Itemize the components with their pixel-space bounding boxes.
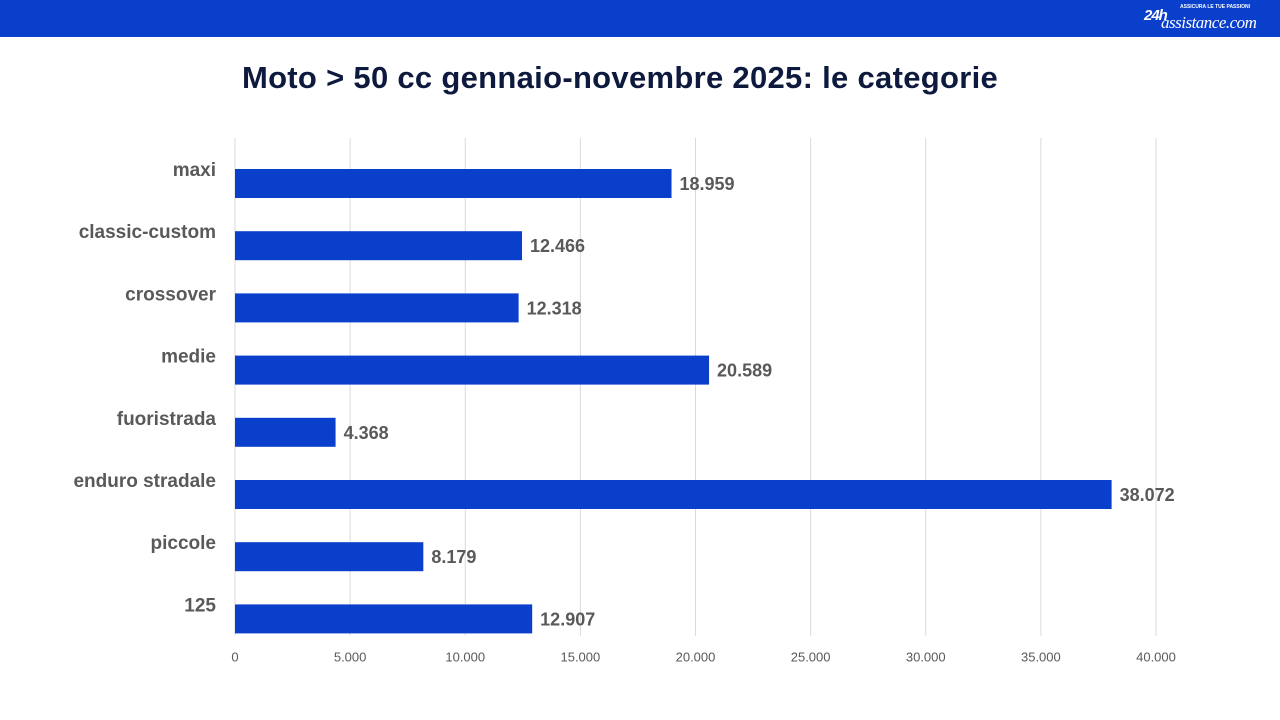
data-label: 18.959 — [680, 174, 735, 194]
category-label: fuoristrada — [117, 409, 217, 430]
category-label: piccole — [151, 533, 216, 554]
x-tick-label: 25.000 — [791, 650, 831, 665]
data-label: 4.368 — [344, 423, 389, 443]
bar — [235, 604, 533, 634]
bar — [235, 355, 710, 385]
x-tick-label: 20.000 — [676, 650, 716, 665]
data-label: 12.907 — [540, 609, 595, 629]
x-tick-label: 35.000 — [1021, 650, 1061, 665]
data-label: 8.179 — [431, 547, 476, 567]
bar — [235, 231, 523, 261]
header-bar: 24h ASSICURA LE TUE PASSIONI assistance.… — [0, 0, 1280, 37]
x-tick-label: 15.000 — [560, 650, 600, 665]
brand-logo[interactable]: 24h ASSICURA LE TUE PASSIONI assistance.… — [1144, 3, 1262, 34]
data-label: 12.318 — [527, 298, 582, 318]
data-label: 12.466 — [530, 236, 585, 256]
bar — [235, 169, 672, 198]
category-label: maxi — [173, 160, 216, 181]
x-tick-label: 0 — [231, 650, 238, 665]
data-label: 38.072 — [1120, 485, 1175, 505]
category-label: 125 — [184, 595, 216, 616]
category-label: classic-custom — [79, 222, 216, 243]
logo-tagline: ASSICURA LE TUE PASSIONI — [1180, 4, 1251, 10]
category-label: medie — [161, 347, 216, 368]
bar — [235, 480, 1112, 509]
logo-number: 24h — [1144, 7, 1168, 24]
logo-name: assistance.com — [1161, 13, 1257, 32]
x-tick-label: 40.000 — [1136, 650, 1176, 665]
chart-title: Moto > 50 cc gennaio-novembre 2025: le c… — [241, 60, 999, 95]
category-label: crossover — [125, 284, 216, 305]
bar — [235, 293, 519, 323]
category-label: enduro stradale — [73, 471, 216, 492]
bar — [235, 542, 424, 572]
x-tick-label: 10.000 — [445, 650, 485, 665]
data-label: 20.589 — [717, 361, 772, 381]
bar — [235, 417, 336, 447]
x-tick-label: 30.000 — [906, 650, 946, 665]
x-tick-label: 5.000 — [334, 650, 367, 665]
